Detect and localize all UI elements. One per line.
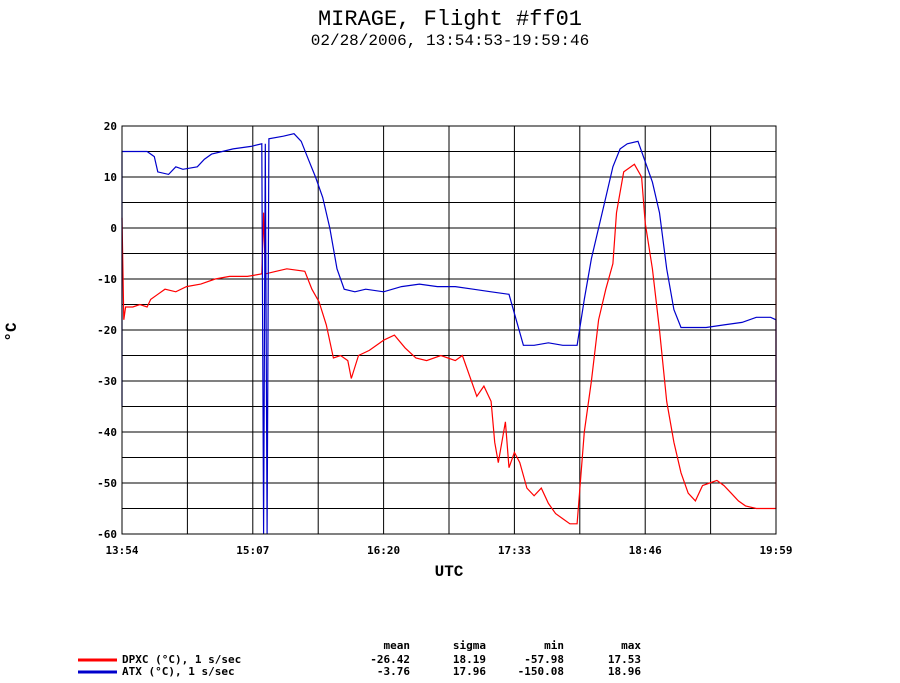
stats-header-sigma: sigma [453, 639, 486, 652]
y-tick-labels: 20 10 0 -10 -20 -30 -40 -50 -60 [97, 120, 117, 541]
legend-stat-mean: -26.42 [370, 653, 410, 666]
y-tick-label: -60 [97, 528, 117, 541]
y-tick-label: -20 [97, 324, 117, 337]
legend-entry: ATX (°C), 1 s/sec -3.76 17.96 -150.08 18.96 [78, 665, 641, 678]
legend-stat-min: -57.98 [524, 653, 564, 666]
x-tick-label: 17:33 [498, 544, 531, 557]
legend-stat-sigma: 18.19 [453, 653, 486, 666]
series-line-atx [121, 133, 777, 535]
grid-lines [122, 126, 776, 534]
legend-label: ATX (°C), 1 s/sec [122, 665, 235, 678]
legend-stat-min: -150.08 [518, 665, 564, 678]
stats-header-mean: mean [384, 639, 411, 652]
y-tick-label: -40 [97, 426, 117, 439]
y-tick-label: 20 [104, 120, 117, 133]
x-tick-label: 18:46 [629, 544, 662, 557]
chart-title: MIRAGE, Flight #ff01 [318, 7, 582, 32]
x-axis-label: UTC [435, 563, 464, 581]
x-tick-label: 19:59 [759, 544, 792, 557]
legend: DPXC (°C), 1 s/sec -26.42 18.19 -57.98 17.53… [78, 653, 641, 678]
y-tick-label: 10 [104, 171, 117, 184]
x-tick-label: 16:20 [367, 544, 400, 557]
stats-header-max: max [621, 639, 641, 652]
chart-subtitle: 02/28/2006, 13:54:53-19:59:46 [311, 32, 589, 50]
stats-header-min: min [544, 639, 564, 652]
x-tick-labels: 13:54 15:07 16:20 17:33 18:46 19:59 [105, 544, 792, 557]
y-tick-label: -10 [97, 273, 117, 286]
stats-headers: mean sigma min max [384, 639, 642, 652]
legend-stat-sigma: 17.96 [453, 665, 486, 678]
plot-frame [121, 125, 777, 535]
y-axis-label: °C [3, 322, 21, 342]
legend-stat-max: 18.96 [608, 665, 641, 678]
legend-entry: DPXC (°C), 1 s/sec -26.42 18.19 -57.98 17.53 [78, 653, 641, 666]
y-tick-label: -50 [97, 477, 117, 490]
series-layer [121, 133, 777, 535]
y-tick-label: -30 [97, 375, 117, 388]
series-line-dpxc [121, 163, 777, 525]
x-tick-label: 13:54 [105, 544, 138, 557]
legend-label: DPXC (°C), 1 s/sec [122, 653, 241, 666]
legend-stat-mean: -3.76 [377, 665, 410, 678]
legend-stat-max: 17.53 [608, 653, 641, 666]
x-tick-label: 15:07 [236, 544, 269, 557]
y-tick-label: 0 [110, 222, 117, 235]
